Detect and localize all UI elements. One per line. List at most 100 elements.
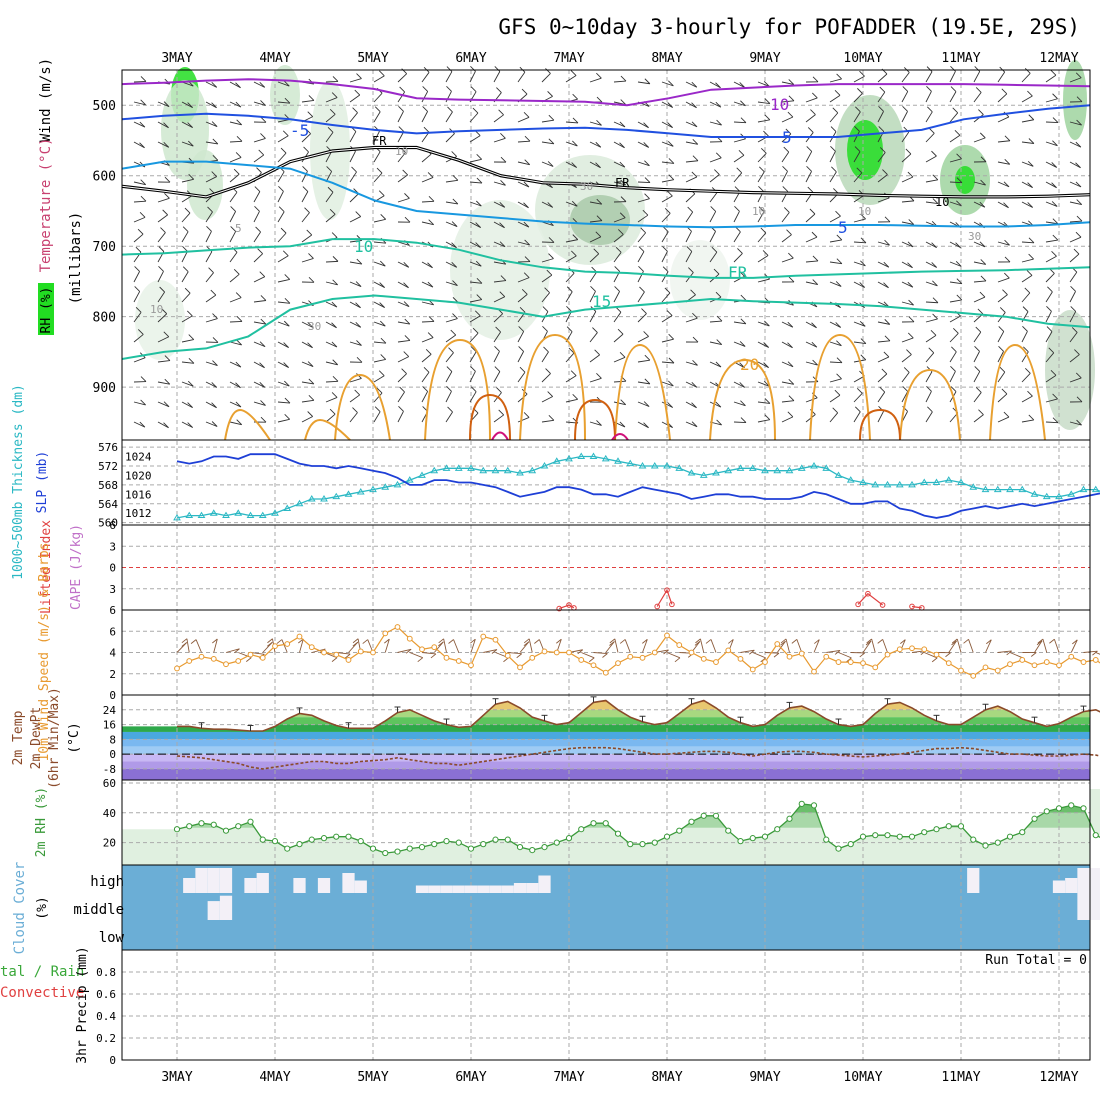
wind-barb-10m <box>281 639 288 653</box>
wind-barb <box>853 151 861 163</box>
wind-barb <box>925 334 937 343</box>
wind-barb <box>781 100 794 103</box>
wind-barb <box>133 312 142 323</box>
cloud-cover-cell-high <box>1077 868 1090 893</box>
wind-barb <box>925 179 938 183</box>
wind-barb-flag <box>812 359 818 366</box>
wind-barb <box>565 272 575 283</box>
contour-label: FR <box>728 263 748 282</box>
wind-barb-10m-flag <box>749 649 755 655</box>
thickness-marker <box>675 464 684 471</box>
wind-barb <box>973 414 984 423</box>
wind-barb-flag <box>763 342 769 348</box>
rh-2m-marker <box>443 838 450 845</box>
thickness-marker <box>981 485 990 493</box>
wind-barb-flag <box>1075 162 1081 169</box>
wind-barb-flag <box>764 414 771 421</box>
wind-barb-flag <box>619 121 626 128</box>
cloud-cover-background <box>122 865 1090 950</box>
wind-barb <box>493 241 506 248</box>
wind-barb <box>421 131 430 143</box>
wind-barb <box>1021 258 1034 263</box>
rh-2m-marker <box>1080 805 1087 812</box>
pressure-tick-label: 700 <box>93 240 116 255</box>
wind-barb <box>853 218 866 223</box>
wind-barb <box>829 361 843 364</box>
wind-barb <box>277 418 290 423</box>
wind-barb-flag <box>472 107 479 114</box>
wind-barb-flag <box>716 419 722 426</box>
wind-barb <box>277 341 289 348</box>
wind-barb <box>373 358 386 363</box>
wind-barb <box>1021 331 1028 343</box>
wind-barb <box>445 391 452 403</box>
wind-10m-axis-label: 10m Wind Speed (m/s) & Barbs <box>37 542 52 761</box>
wind-speed-marker <box>284 641 291 647</box>
rh-2m-marker <box>284 845 291 852</box>
wind-speed-marker <box>504 652 511 659</box>
wind-barb-flag <box>260 295 267 301</box>
thickness-marker <box>381 483 390 490</box>
thickness-marker <box>185 511 194 519</box>
wind-speed-tick-label: 4 <box>109 647 116 660</box>
rh-2m-tick-label: 60 <box>103 777 116 790</box>
thickness-tick-label: 576 <box>98 441 118 454</box>
wind-barb-flag <box>788 276 795 283</box>
wind-barb-flag <box>140 376 147 382</box>
cloud-cover-cell-high <box>440 885 453 893</box>
wind-barb-flag <box>547 202 554 208</box>
wind-barb <box>157 401 170 408</box>
wind-barb <box>973 71 981 83</box>
wind-barb <box>685 176 698 183</box>
wind-barb <box>709 231 716 243</box>
rh-2m-marker <box>308 836 315 843</box>
wind-barb <box>637 121 649 129</box>
wind-speed-marker <box>553 649 560 656</box>
wind-barb-flag <box>307 361 314 367</box>
cloud-cover-cell-high <box>183 878 196 893</box>
wind-barb <box>781 212 790 223</box>
wind-barb-10m <box>666 652 681 659</box>
wind-speed-marker <box>578 657 585 663</box>
wind-barb <box>973 296 986 303</box>
wind-barb <box>613 356 626 363</box>
wind-barb <box>661 212 671 223</box>
thickness-marker <box>1030 490 1039 497</box>
wind-barb <box>877 91 886 103</box>
wind-barb-flag <box>978 409 984 415</box>
wind-barb <box>997 116 1010 123</box>
wind-barb-10m <box>299 638 304 653</box>
wind-barb <box>1069 377 1082 383</box>
rh-2m-marker <box>345 833 352 840</box>
wind-barb <box>349 151 356 163</box>
wind-barb <box>277 301 290 304</box>
wind-barb-flag <box>644 177 651 183</box>
wind-barb-flag <box>235 82 241 89</box>
wind-barb-flag <box>882 169 888 175</box>
wind-barb-flag <box>307 411 313 417</box>
wind-barb-flag <box>999 307 1006 313</box>
wind-barb-10m <box>699 638 705 653</box>
wind-barb <box>661 161 674 164</box>
wind-barb-flag <box>620 179 626 186</box>
wind-barb-flag <box>566 326 573 332</box>
date-label-top: 8MAY <box>651 51 682 66</box>
thickness-marker <box>663 462 671 469</box>
wind-barb-flag <box>905 148 912 155</box>
wind-barb <box>661 121 673 129</box>
precip-tick-label: 0.8 <box>96 966 116 979</box>
temperature-2m-line <box>177 699 1100 732</box>
isotherm-line <box>121 104 1091 138</box>
wind-barb <box>925 111 933 123</box>
wind-barb <box>469 201 482 207</box>
lifted-index-marker <box>556 605 563 612</box>
wind-barb <box>637 181 651 184</box>
rh-2m-marker <box>529 846 536 854</box>
wind-barb <box>325 321 337 329</box>
wind-barb <box>397 373 407 383</box>
wind-barb <box>277 171 285 183</box>
wind-barb <box>1045 273 1055 283</box>
wind-barb <box>469 371 476 383</box>
wind-barb-flag <box>644 78 651 85</box>
wind-barb-flag <box>448 347 454 353</box>
